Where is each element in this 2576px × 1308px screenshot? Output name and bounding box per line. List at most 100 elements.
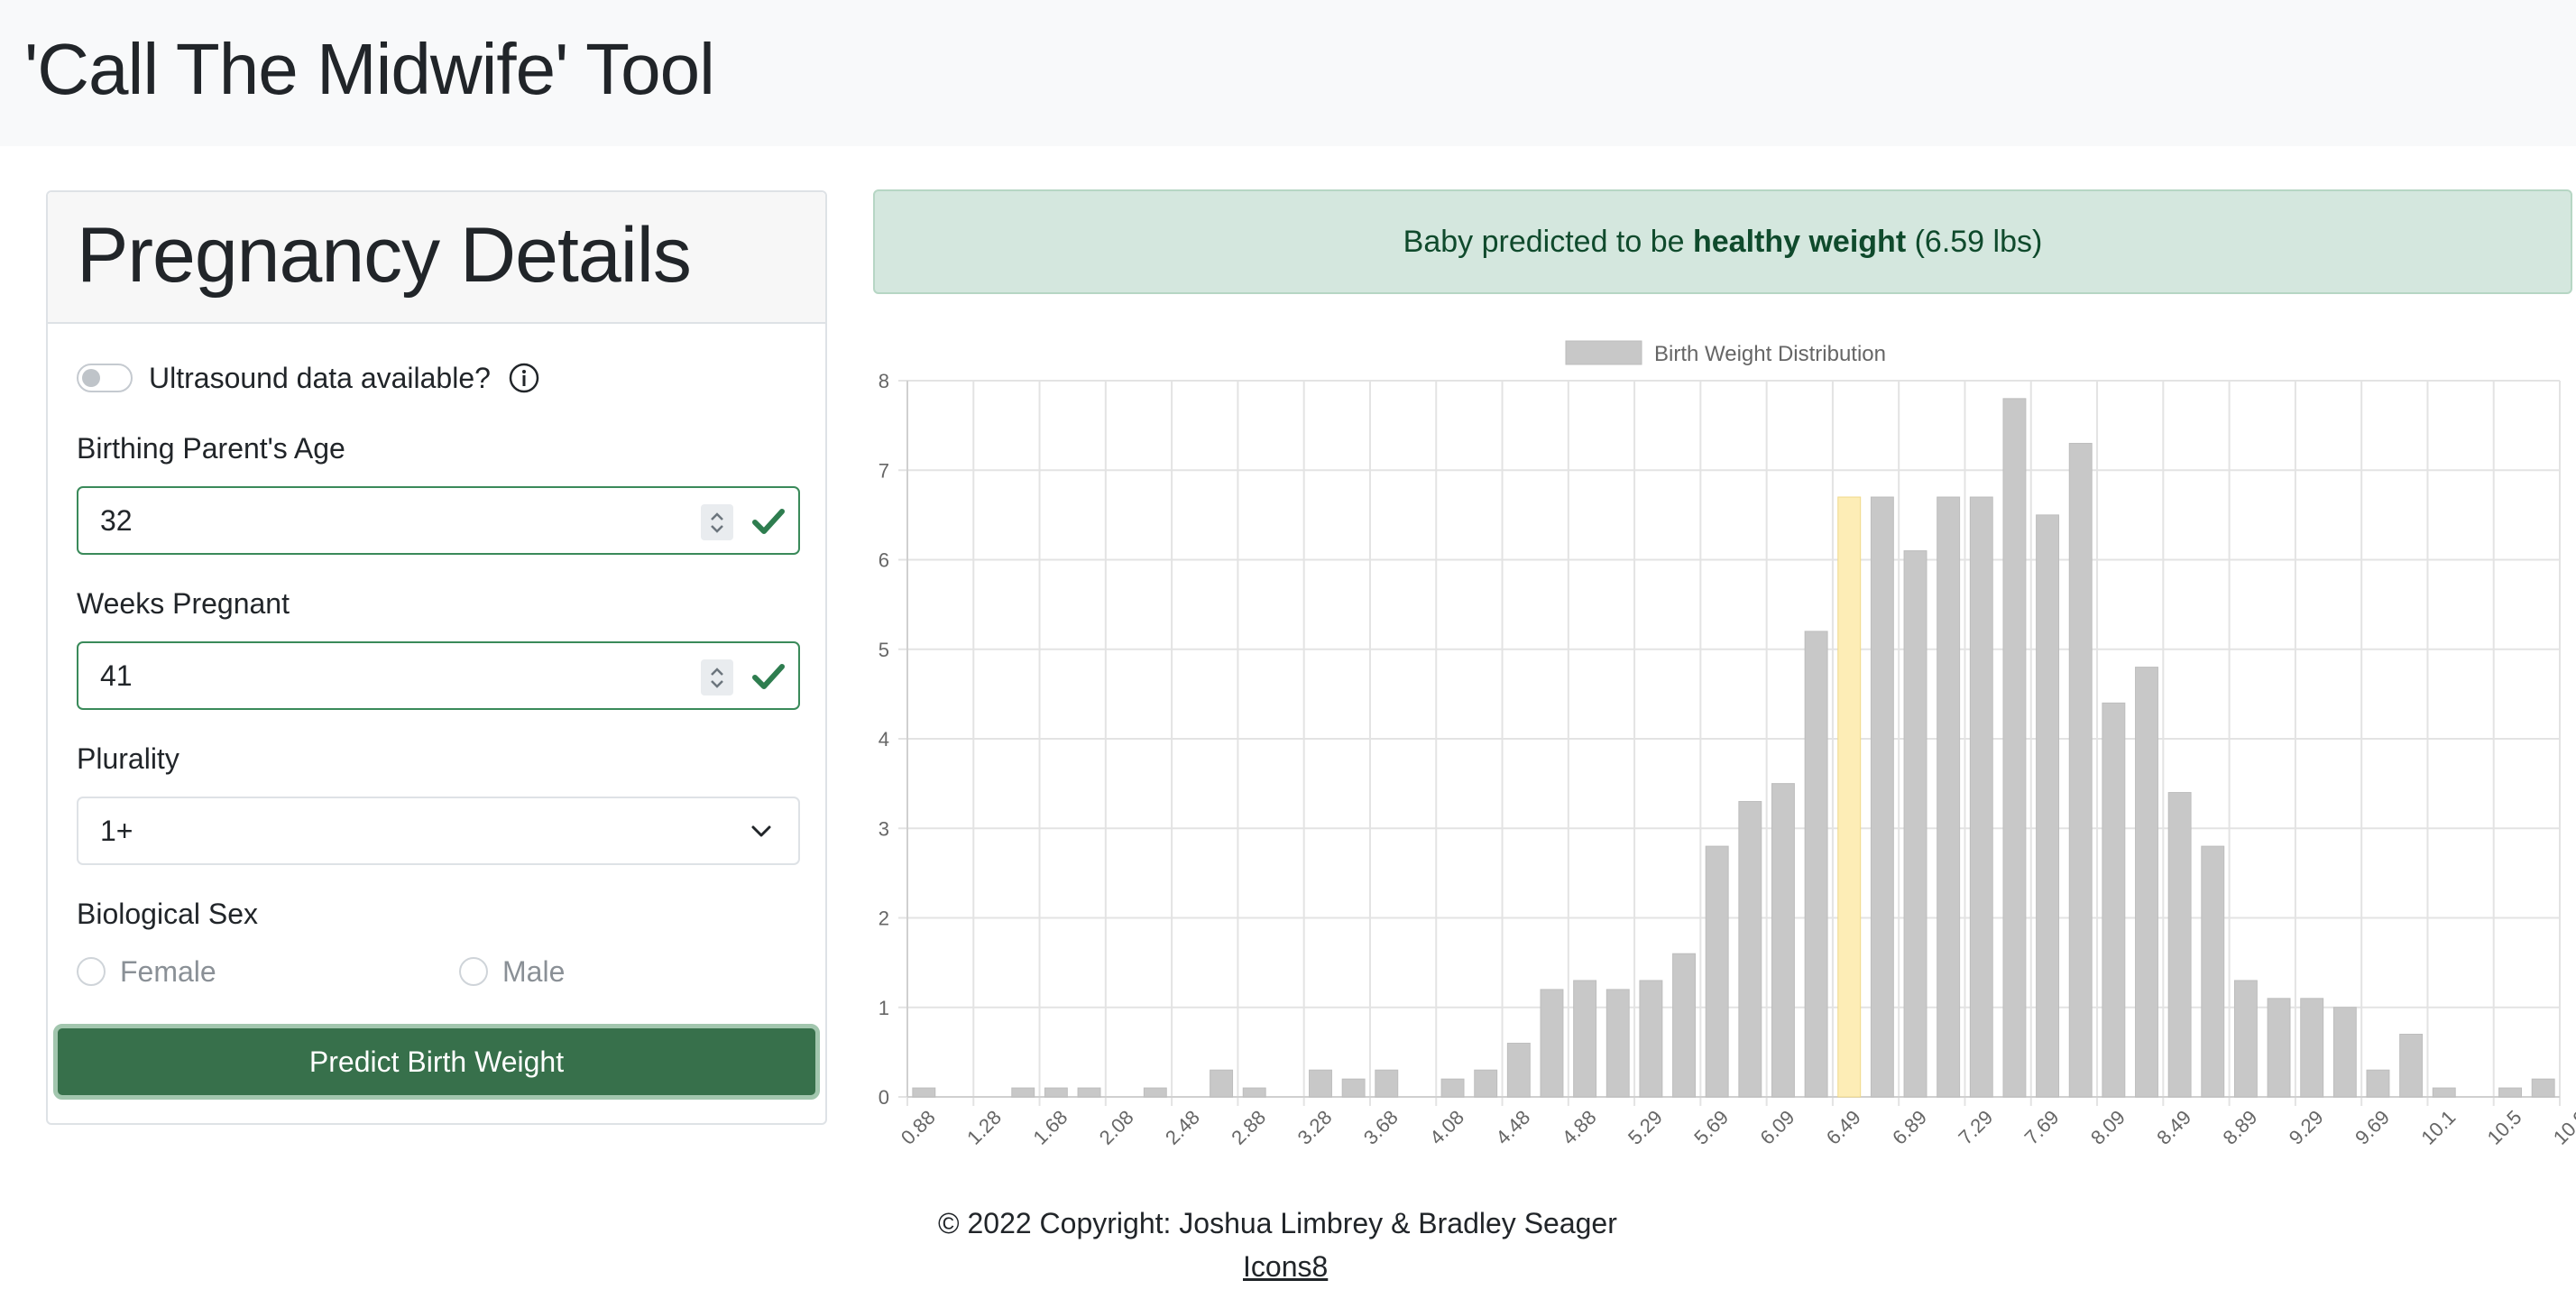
x-tick-label: 1.68 xyxy=(1028,1106,1072,1149)
birth-weight-chart: 0 1 2 3 4 5 6 7 8 0.88 1.28 1.68 2.08 2.48 2.88 3.28 3.6… xyxy=(879,340,2576,1149)
app-title: 'Call The Midwife' Tool xyxy=(24,29,715,109)
distribution-bar xyxy=(2332,1007,2357,1098)
x-tick-label: 4.48 xyxy=(1491,1106,1534,1149)
distribution-bar xyxy=(2068,442,2093,1098)
distribution-bar xyxy=(1969,496,1993,1098)
card-title: Pregnancy Details xyxy=(77,212,692,299)
toggle-knob xyxy=(82,369,100,387)
distribution-bar xyxy=(1309,1069,1332,1098)
distribution-bar xyxy=(1143,1087,1167,1098)
y-tick-label: 6 xyxy=(879,549,889,572)
x-tick-label: 7.29 xyxy=(1954,1106,1997,1149)
y-tick-label: 5 xyxy=(879,639,889,661)
x-tick-label: 2.88 xyxy=(1227,1106,1270,1149)
y-tick-label: 3 xyxy=(879,817,889,840)
y-tick-label: 0 xyxy=(879,1086,889,1109)
male-radio[interactable] xyxy=(459,957,488,986)
distribution-bar xyxy=(2498,1087,2522,1098)
plurality-select[interactable]: 1+ xyxy=(77,797,800,865)
x-tick-label: 8.49 xyxy=(2152,1106,2195,1149)
weeks-input[interactable]: 41 xyxy=(77,641,800,710)
predict-button[interactable]: Predict Birth Weight xyxy=(53,1024,820,1100)
x-tick-label: 1.28 xyxy=(962,1106,1006,1149)
top-bar: 'Call The Midwife' Tool xyxy=(0,0,2576,146)
ultrasound-label: Ultrasound data available? xyxy=(149,362,491,394)
distribution-bar xyxy=(2201,845,2225,1098)
x-tick-label: 9.69 xyxy=(2351,1106,2394,1149)
distribution-bar xyxy=(1077,1087,1101,1098)
distribution-bar xyxy=(1474,1069,1498,1098)
footer-copyright: © 2022 Copyright: Joshua Limbrey & Bradl… xyxy=(938,1207,1617,1239)
predicted-weight-bar xyxy=(1837,496,1862,1098)
age-spinner[interactable] xyxy=(701,504,733,540)
prediction-result-alert: Baby predicted to be healthy weight (6.5… xyxy=(873,189,2572,294)
distribution-bar xyxy=(1672,953,1696,1098)
check-icon xyxy=(752,664,785,689)
chevron-down-icon xyxy=(751,825,771,837)
weeks-label: Weeks Pregnant xyxy=(77,587,290,620)
legend-swatch xyxy=(1565,340,1642,365)
distribution-bar xyxy=(2432,1087,2456,1098)
x-tick-label: 7.69 xyxy=(2020,1106,2064,1149)
plurality-label: Plurality xyxy=(77,742,179,775)
age-label: Birthing Parent's Age xyxy=(77,432,345,465)
distribution-bar xyxy=(1506,1042,1531,1098)
x-tick-label: 0.88 xyxy=(897,1106,940,1149)
distribution-bar xyxy=(2233,980,2258,1098)
distribution-bar xyxy=(912,1087,936,1098)
distribution-bar xyxy=(1738,800,1762,1098)
spinner-arrows-icon xyxy=(711,512,723,533)
distribution-bar xyxy=(1341,1078,1366,1098)
distribution-bar xyxy=(2036,514,2060,1098)
result-prefix: Baby predicted to be xyxy=(1403,225,1693,259)
card-header: Pregnancy Details xyxy=(48,192,825,324)
distribution-bar xyxy=(1804,631,1828,1098)
info-icon[interactable] xyxy=(508,362,540,394)
x-tick-label: 6.89 xyxy=(1888,1106,1931,1149)
x-tick-label: 9.29 xyxy=(2285,1106,2328,1149)
y-tick-label: 8 xyxy=(879,370,889,392)
age-value: 32 xyxy=(100,504,133,537)
x-tick-label: 10.9 xyxy=(2549,1106,2576,1149)
x-tick-label: 2.48 xyxy=(1161,1106,1204,1149)
distribution-bar xyxy=(2002,398,2027,1098)
icons8-link[interactable]: Icons8 xyxy=(1243,1250,1329,1283)
x-tick-label: 3.28 xyxy=(1293,1106,1337,1149)
female-radio[interactable] xyxy=(77,957,106,986)
x-tick-label: 5.69 xyxy=(1689,1106,1733,1149)
age-input[interactable]: 32 xyxy=(77,486,800,555)
plurality-value: 1+ xyxy=(100,815,133,847)
x-tick-label: 6.09 xyxy=(1756,1106,1799,1149)
x-tick-label: 6.49 xyxy=(1822,1106,1865,1149)
weeks-value: 41 xyxy=(100,659,133,692)
distribution-bar xyxy=(1937,496,1961,1098)
x-tick-label: 4.08 xyxy=(1425,1106,1468,1149)
legend-label: Birth Weight Distribution xyxy=(1654,342,1886,366)
x-tick-label: 2.08 xyxy=(1095,1106,1138,1149)
distribution-bar xyxy=(1011,1087,1035,1098)
ultrasound-toggle[interactable] xyxy=(77,364,133,392)
x-tick-label: 8.89 xyxy=(2218,1106,2261,1149)
distribution-bar xyxy=(2399,1034,2424,1098)
distribution-bar xyxy=(1540,989,1564,1098)
female-label: Female xyxy=(120,955,216,988)
sex-label: Biological Sex xyxy=(77,898,258,930)
distribution-bar xyxy=(2300,998,2324,1098)
distribution-bar xyxy=(1771,783,1795,1098)
distribution-bar xyxy=(1242,1087,1266,1098)
distribution-bar xyxy=(2135,667,2158,1098)
distribution-bar xyxy=(1639,980,1663,1098)
distribution-bar xyxy=(2102,702,2126,1098)
x-tick-label: 4.88 xyxy=(1558,1106,1601,1149)
distribution-bar xyxy=(1605,989,1630,1098)
result-suffix: (6.59 lbs) xyxy=(1906,225,2043,259)
y-tick-label: 2 xyxy=(879,907,889,930)
distribution-bar xyxy=(1870,496,1894,1098)
x-tick-label: 8.09 xyxy=(2086,1106,2130,1149)
x-tick-label: 10.5 xyxy=(2483,1106,2526,1149)
distribution-bar xyxy=(1573,980,1597,1098)
weeks-spinner[interactable] xyxy=(701,659,733,695)
y-tick-label: 7 xyxy=(879,459,889,482)
distribution-bar xyxy=(2167,792,2192,1098)
distribution-bar xyxy=(1440,1078,1465,1098)
